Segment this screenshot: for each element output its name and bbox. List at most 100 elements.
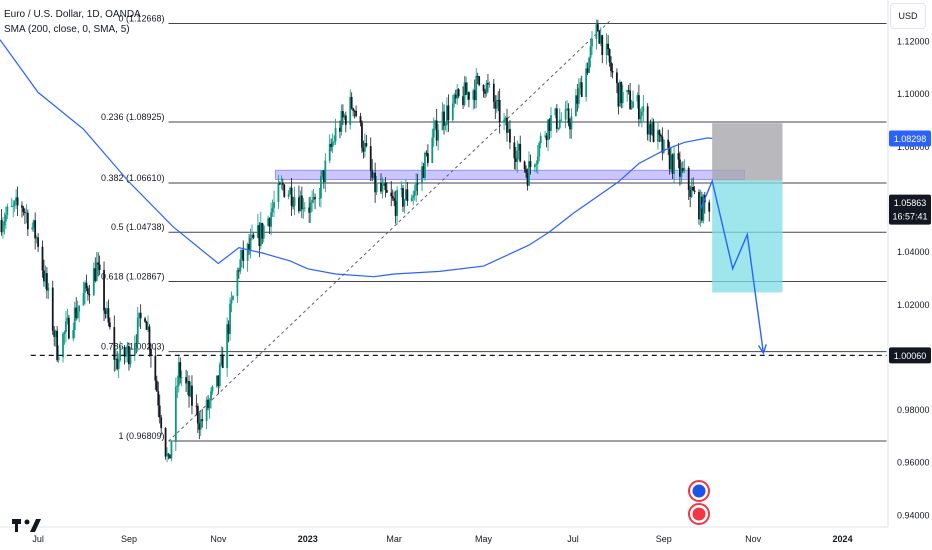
candle-body	[196, 405, 199, 424]
candle-body	[579, 82, 582, 89]
candle-body	[605, 43, 608, 56]
x-tick-label: 2023	[298, 534, 318, 544]
candle-body	[54, 330, 57, 337]
projection-arrowhead	[757, 344, 767, 355]
candle-body	[677, 153, 680, 160]
candle-body	[341, 111, 344, 118]
candle-body	[516, 150, 519, 162]
candle-body	[215, 375, 218, 387]
candle-body	[62, 333, 64, 358]
candle-body	[585, 68, 588, 97]
x-tick-label: Sep	[656, 534, 672, 544]
candle-body	[331, 142, 334, 147]
candle-body	[519, 143, 522, 162]
x-tick-label: Mar	[386, 534, 402, 544]
candle-body	[113, 327, 116, 360]
candle-body	[659, 134, 662, 137]
candle-body	[361, 122, 363, 148]
candle-body	[179, 362, 182, 378]
candle-body	[257, 225, 259, 238]
candle-body	[78, 305, 81, 312]
candle-body	[116, 358, 119, 369]
candle-body	[679, 159, 681, 177]
candle-body	[128, 346, 130, 365]
trend-line[interactable]	[168, 20, 610, 442]
candle-body	[109, 322, 111, 328]
candle-body	[446, 105, 448, 125]
candle-body	[365, 143, 368, 147]
candle-body	[637, 95, 640, 120]
candle-body	[526, 173, 529, 186]
candle-body	[139, 312, 142, 319]
candle-body	[16, 197, 19, 206]
candle-body	[73, 307, 76, 330]
candle-body	[607, 43, 610, 50]
candle-body	[66, 317, 69, 322]
candle-body	[157, 391, 160, 406]
candle-body	[523, 161, 526, 170]
candle-body	[668, 147, 671, 170]
candle-body	[495, 100, 498, 109]
short-position-tool[interactable]	[712, 123, 783, 293]
candle-body	[10, 206, 13, 207]
candle-body	[380, 182, 382, 192]
candle-body	[362, 147, 365, 152]
candlestick-series	[0, 19, 711, 463]
economic-events[interactable]	[688, 480, 710, 525]
candle-body	[432, 128, 435, 138]
candle-body	[43, 270, 45, 282]
projection-line	[699, 178, 765, 354]
candle-body	[422, 166, 425, 178]
candle-body	[56, 330, 59, 361]
candle-body	[293, 197, 296, 206]
candle-body	[485, 82, 488, 94]
candle-body	[352, 108, 355, 111]
candle-body	[0, 220, 3, 233]
candle-body	[567, 108, 570, 124]
candle-body	[35, 237, 38, 239]
candle-body	[662, 139, 665, 153]
candle-body	[135, 343, 138, 345]
fib-level-label: 0.236 (1.08925)	[101, 112, 165, 122]
candle-body	[125, 353, 127, 357]
candle-body	[425, 152, 428, 154]
candle-body	[98, 264, 101, 271]
x-tick-label: Jul	[567, 534, 579, 544]
candle-body	[555, 108, 558, 129]
candle-body	[359, 116, 362, 123]
candle-body	[21, 205, 23, 208]
x-tick-label: Jul	[32, 534, 44, 544]
candle-body	[657, 130, 659, 142]
candle-body	[333, 141, 335, 143]
candle-body	[671, 154, 674, 174]
candle-body	[160, 417, 163, 429]
currency-button[interactable]: USD	[890, 3, 926, 29]
candle-body	[248, 243, 251, 250]
candle-body	[41, 246, 44, 271]
candle-body	[240, 249, 243, 260]
candle-body	[405, 189, 407, 200]
indicator-legend[interactable]: SMA (200, close, 0, SMA, 5)	[4, 24, 130, 35]
candle-body	[560, 119, 563, 121]
x-tick-label: Sep	[121, 534, 137, 544]
candle-body	[72, 329, 75, 339]
candle-body	[554, 108, 557, 116]
candle-body	[462, 96, 464, 105]
candle-body	[106, 308, 108, 314]
candle-body	[649, 124, 652, 135]
candle-body	[620, 82, 623, 104]
candle-body	[67, 317, 70, 339]
stop-loss-box	[712, 123, 783, 181]
candle-body	[283, 184, 286, 197]
candle-body	[536, 156, 539, 164]
candle-body	[195, 405, 198, 407]
projection-path[interactable]	[699, 178, 767, 355]
candle-body	[119, 346, 122, 360]
logo-stem	[15, 519, 18, 532]
x-tick-label: Nov	[210, 534, 227, 544]
candle-body	[169, 454, 171, 459]
candle-body	[198, 423, 201, 430]
candle-body	[138, 312, 141, 318]
x-tick-label: May	[475, 534, 493, 544]
